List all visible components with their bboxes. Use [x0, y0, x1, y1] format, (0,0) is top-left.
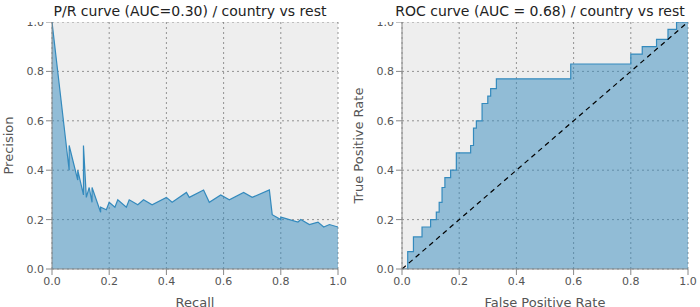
svg-text:0.4: 0.4: [508, 275, 526, 288]
svg-text:1.0: 1.0: [27, 22, 45, 29]
svg-text:0.8: 0.8: [27, 65, 45, 78]
svg-text:True Positive Rate: True Positive Rate: [351, 88, 366, 205]
svg-text:0.0: 0.0: [377, 263, 395, 276]
svg-text:0.0: 0.0: [43, 275, 61, 288]
svg-text:0.0: 0.0: [393, 275, 411, 288]
svg-text:Recall: Recall: [176, 295, 215, 307]
svg-text:0.2: 0.2: [27, 214, 45, 227]
svg-text:1.0: 1.0: [377, 22, 395, 29]
svg-text:1.0: 1.0: [679, 275, 692, 288]
svg-text:0.4: 0.4: [27, 164, 45, 177]
html-text:P/R curve (AUC=0.30) / country: P/R curve (AUC=0.30) / country vs rest: [53, 3, 327, 19]
svg-text:0.2: 0.2: [450, 275, 468, 288]
svg-text:0.0: 0.0: [27, 263, 45, 276]
html-text:ROC curve (AUC = 0.68) / count: ROC curve (AUC = 0.68) / country vs rest: [395, 3, 685, 19]
svg-text:1.0: 1.0: [329, 275, 347, 288]
svg-text:0.8: 0.8: [272, 275, 290, 288]
svg-text:0.4: 0.4: [377, 164, 395, 177]
svg-text:0.8: 0.8: [622, 275, 640, 288]
svg-text:0.4: 0.4: [158, 275, 176, 288]
svg-text:0.2: 0.2: [377, 214, 395, 227]
svg-text:0.6: 0.6: [27, 115, 45, 128]
svg-text:0.6: 0.6: [377, 115, 395, 128]
svg-text:0.6: 0.6: [565, 275, 583, 288]
svg-text:0.6: 0.6: [215, 275, 233, 288]
svg-text:Precision: Precision: [8, 116, 16, 174]
svg-text:0.2: 0.2: [100, 275, 118, 288]
svg-text:0.8: 0.8: [377, 65, 395, 78]
svg-text:False Positive Rate: False Positive Rate: [485, 295, 606, 307]
